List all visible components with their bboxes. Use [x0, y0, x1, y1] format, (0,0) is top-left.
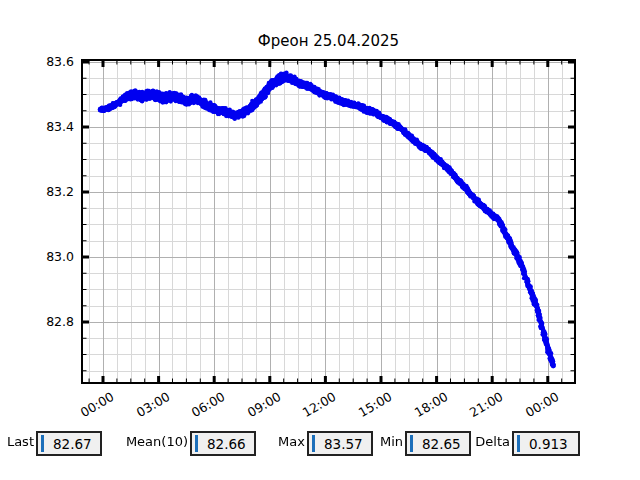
x-tick-label: 15:00: [338, 389, 394, 430]
y-tick-label: 82.8: [14, 313, 74, 331]
x-tick-label: 21:00: [450, 389, 506, 430]
x-tick-label: 09:00: [227, 389, 283, 430]
y-tick-label: 83.2: [14, 183, 74, 201]
stat-value-max: 83.57: [324, 436, 363, 452]
stat-field-last[interactable]: 82.67: [36, 431, 102, 456]
stat-value-delta: 0.913: [529, 436, 568, 452]
chart-title: Фреон 25.04.2025: [82, 32, 575, 50]
y-tick-label: 83.4: [14, 118, 74, 136]
x-tick-label: 00:00: [61, 389, 117, 430]
text-caret: [195, 435, 198, 452]
stat-label-delta: Delta: [475, 434, 510, 449]
stat-value-mean: 82.66: [207, 436, 246, 452]
stat-label-mean: Mean(10): [126, 434, 188, 449]
x-tick-label: 00:00: [505, 389, 561, 430]
stat-field-mean[interactable]: 82.66: [190, 431, 256, 456]
x-tick-label: 18:00: [394, 389, 450, 430]
stat-value-last: 82.67: [53, 436, 92, 452]
x-tick-label: 12:00: [283, 389, 339, 430]
x-tick-label: 03:00: [116, 389, 172, 430]
plot-canvas: [81, 59, 576, 384]
stat-field-delta[interactable]: 0.913: [512, 431, 580, 456]
stat-label-min: Min: [380, 434, 403, 449]
stat-label-max: Max: [278, 434, 305, 449]
chart-window: Фреон 25.04.2025 83.6 83.4 83.2 83.0 82.8 00…: [0, 0, 640, 480]
text-caret: [41, 435, 44, 452]
y-tick-label: 83.6: [14, 53, 74, 71]
stat-field-max[interactable]: 83.57: [307, 431, 373, 456]
text-caret: [517, 435, 520, 452]
text-caret: [312, 435, 315, 452]
text-caret: [410, 435, 413, 452]
y-tick-label: 83.0: [14, 248, 74, 266]
stat-value-min: 82.65: [422, 436, 461, 452]
stat-label-last: Last: [7, 434, 34, 449]
stat-field-min[interactable]: 82.65: [405, 431, 471, 456]
x-tick-label: 06:00: [172, 389, 228, 430]
